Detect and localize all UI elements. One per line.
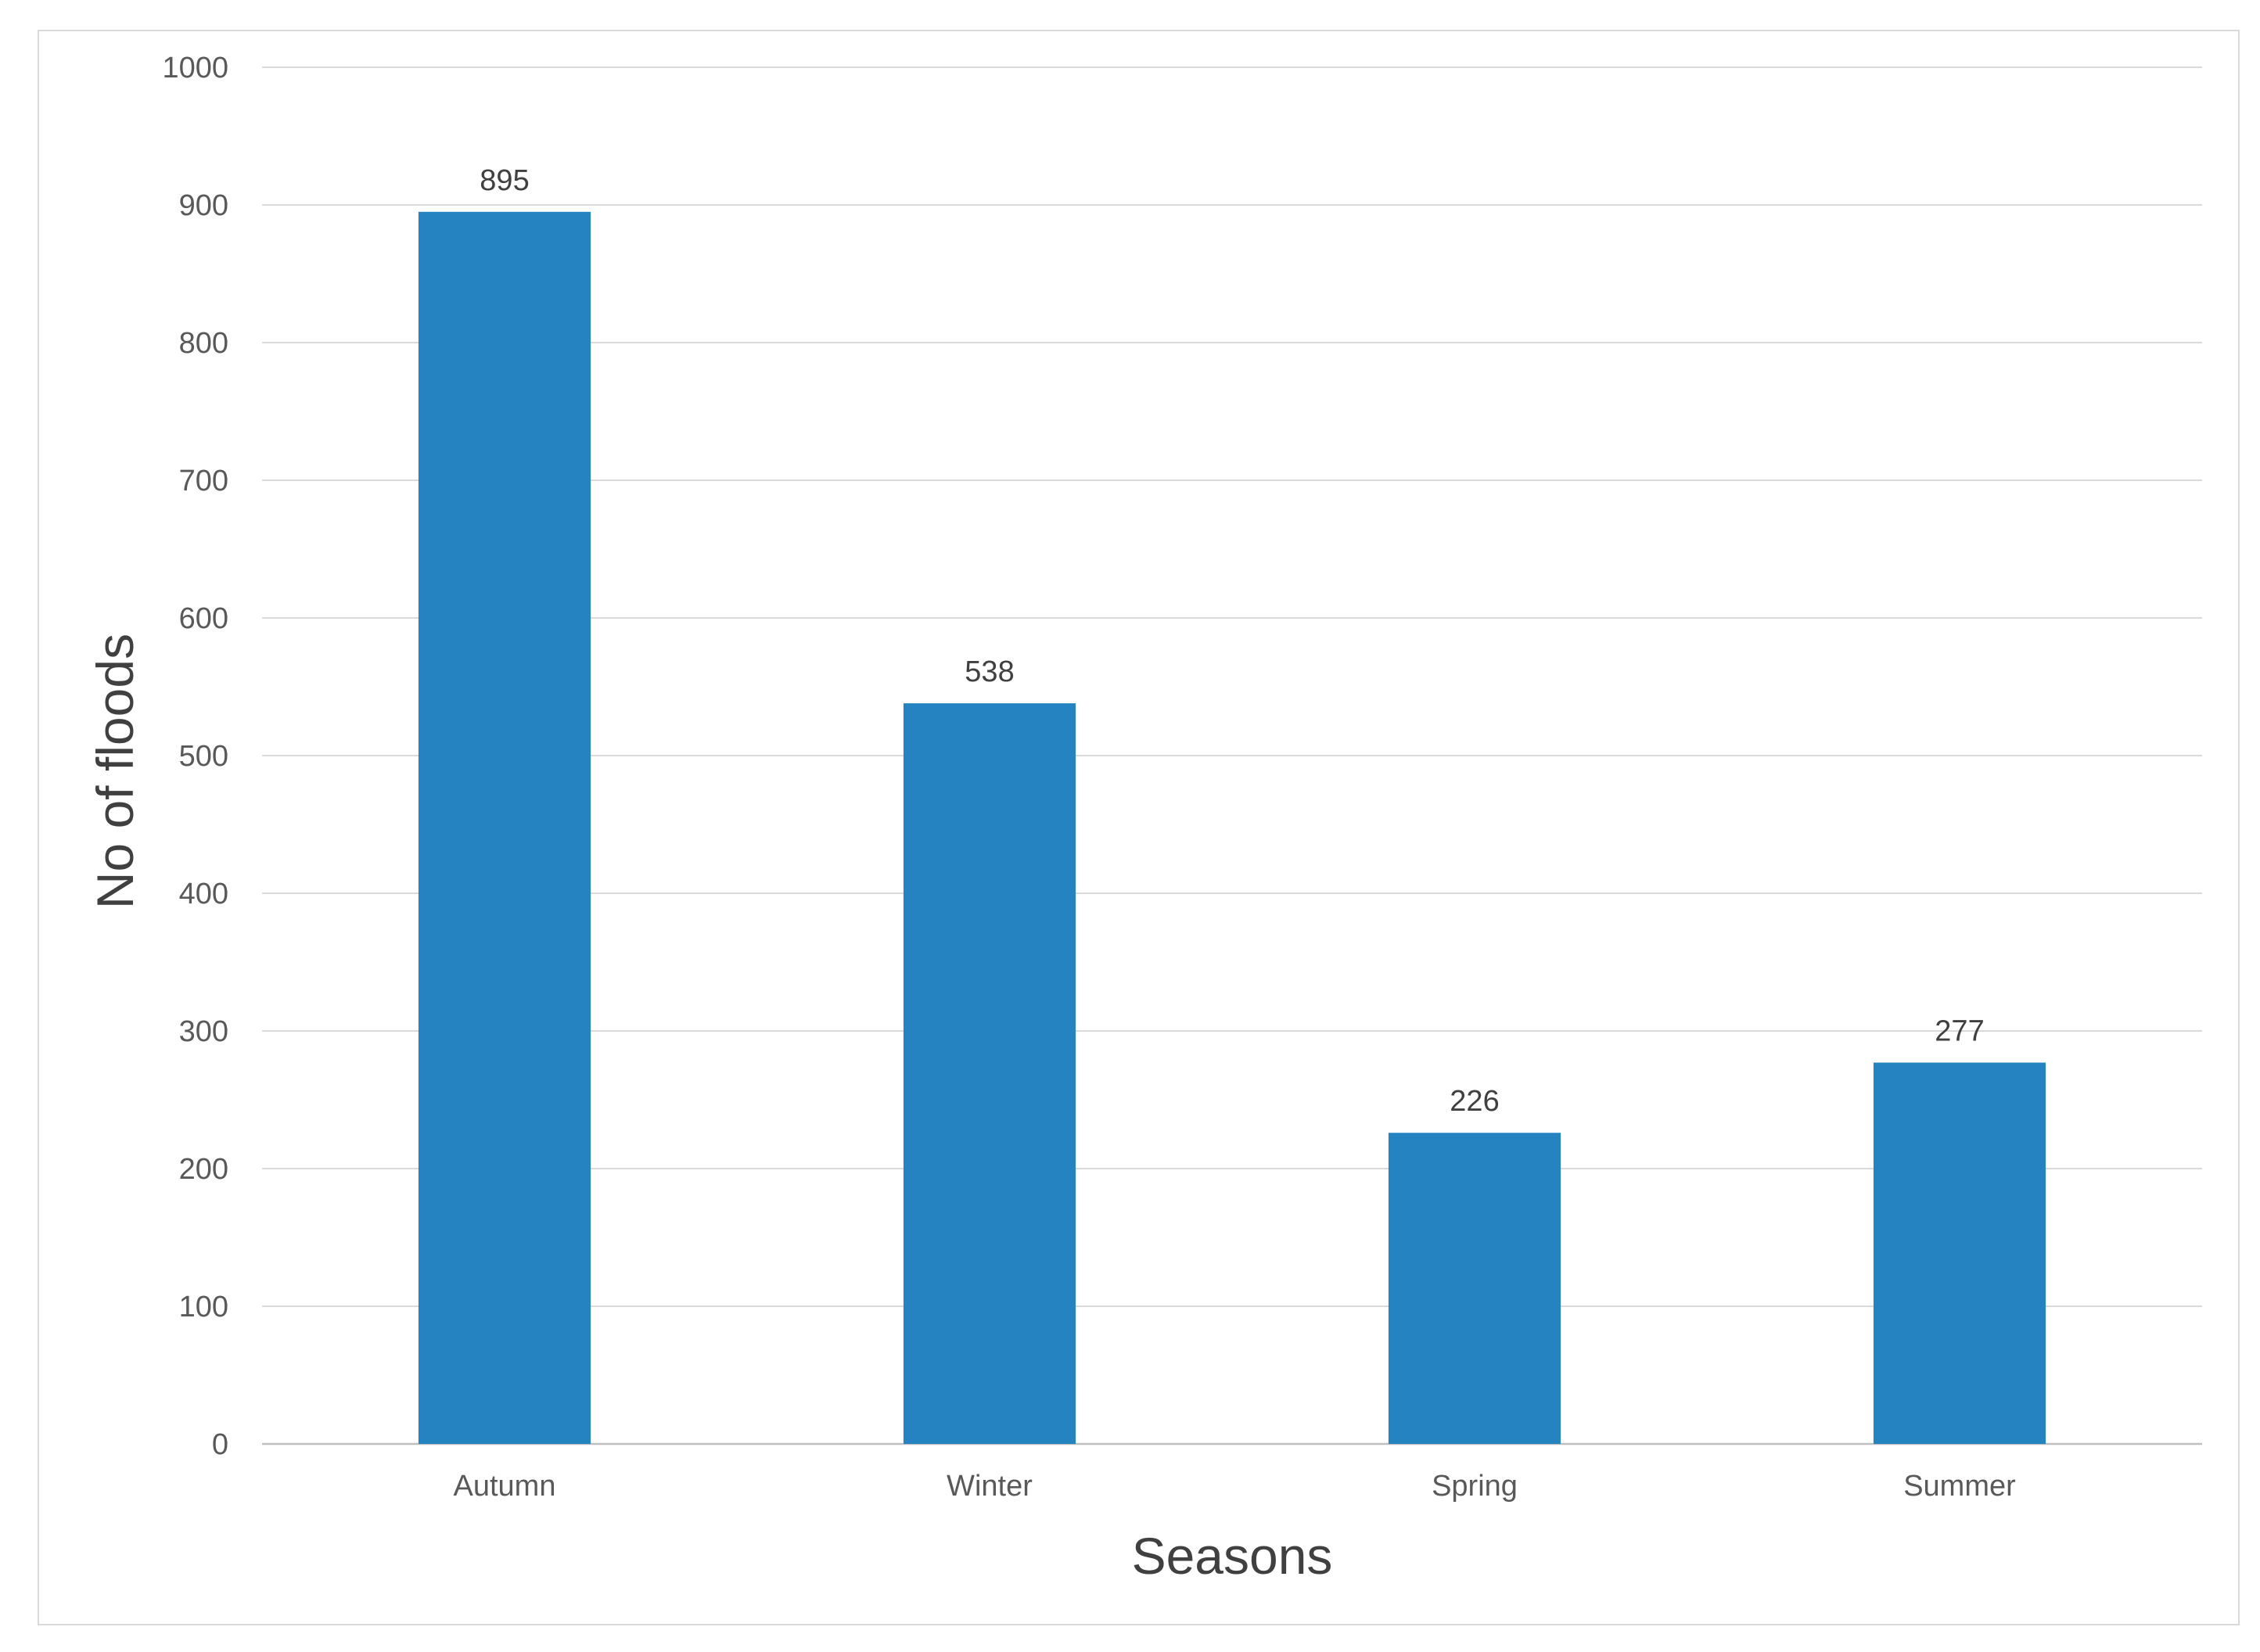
y-tick-label: 0	[212, 1428, 228, 1461]
data-labels: 895 538 226 277	[480, 164, 1984, 1118]
y-tick-label: 700	[179, 465, 228, 497]
chart-frame	[38, 30, 2240, 1625]
data-label-spring: 226	[1450, 1085, 1499, 1118]
y-tick-labels: 0 100 200 300 400 500 600 700 800 900 1000	[162, 52, 228, 1461]
y-tick-label: 100	[179, 1291, 228, 1323]
y-tick-label: 300	[179, 1015, 228, 1048]
x-tick-label-spring: Spring	[1432, 1470, 1518, 1503]
y-tick-label: 600	[179, 602, 228, 635]
bar-summer	[1873, 1062, 2046, 1444]
data-label-autumn: 895	[480, 164, 529, 197]
bars	[418, 211, 2046, 1444]
x-axis-title: Seasons	[1132, 1527, 1333, 1585]
y-tick-label: 800	[179, 327, 228, 360]
y-tick-label: 1000	[162, 52, 228, 84]
y-tick-label: 400	[179, 878, 228, 910]
bar-winter	[903, 703, 1076, 1444]
bar-spring	[1388, 1133, 1561, 1444]
y-axis-title: No of floods	[86, 634, 144, 909]
y-tick-label: 500	[179, 740, 228, 773]
x-tick-label-summer: Summer	[1903, 1470, 2016, 1503]
data-label-summer: 277	[1935, 1015, 1984, 1047]
x-tick-label-winter: Winter	[947, 1470, 1033, 1503]
x-tick-labels: Autumn Winter Spring Summer	[454, 1470, 2017, 1503]
x-tick-label-autumn: Autumn	[454, 1470, 556, 1503]
data-label-winter: 538	[965, 655, 1014, 688]
bar-autumn	[418, 211, 591, 1444]
y-tick-label: 200	[179, 1153, 228, 1186]
y-tick-label: 900	[179, 189, 228, 222]
